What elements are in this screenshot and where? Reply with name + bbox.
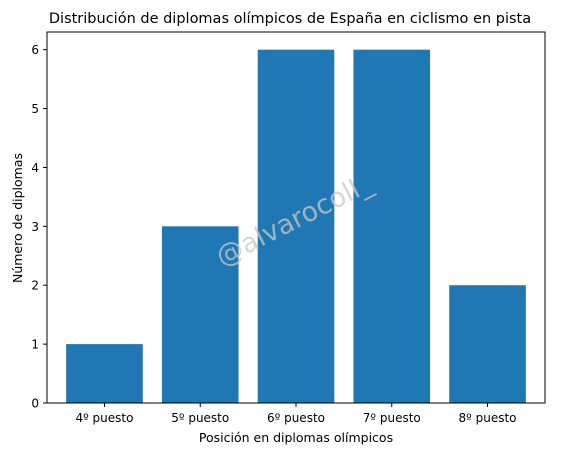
y-tick-label: 5 xyxy=(31,102,39,116)
bar-5-puesto xyxy=(161,226,239,403)
bar-7-puesto xyxy=(353,49,431,404)
bar-6-puesto xyxy=(257,49,335,404)
x-tick-label: 7º puesto xyxy=(363,411,421,425)
bar-8-puesto xyxy=(449,285,526,403)
plot-frame xyxy=(46,31,546,404)
x-tick-label: 4º puesto xyxy=(75,411,133,425)
y-tick-label: 2 xyxy=(31,279,39,293)
x-axis-label: Posición en diplomas olímpicos xyxy=(199,430,393,445)
x-tick-label: 8º puesto xyxy=(459,411,517,425)
bars-group xyxy=(66,49,526,404)
y-tick-label: 6 xyxy=(31,43,39,57)
y-tick-label: 3 xyxy=(31,220,39,234)
y-tick-label: 0 xyxy=(31,397,39,411)
y-axis-label: Número de diplomas xyxy=(10,153,25,283)
chart-title: Distribución de diplomas olímpicos de Es… xyxy=(49,11,531,27)
y-axis: 0 1 2 3 4 5 6 xyxy=(31,43,47,411)
y-tick-label: 4 xyxy=(31,161,39,175)
y-tick-label: 1 xyxy=(31,338,39,352)
bar-4-puesto xyxy=(66,344,143,403)
x-tick-label: 5º puesto xyxy=(171,411,229,425)
x-axis: 4º puesto 5º puesto 6º puesto 7º puesto 8º p… xyxy=(75,403,517,425)
x-tick-label: 6º puesto xyxy=(267,411,325,425)
